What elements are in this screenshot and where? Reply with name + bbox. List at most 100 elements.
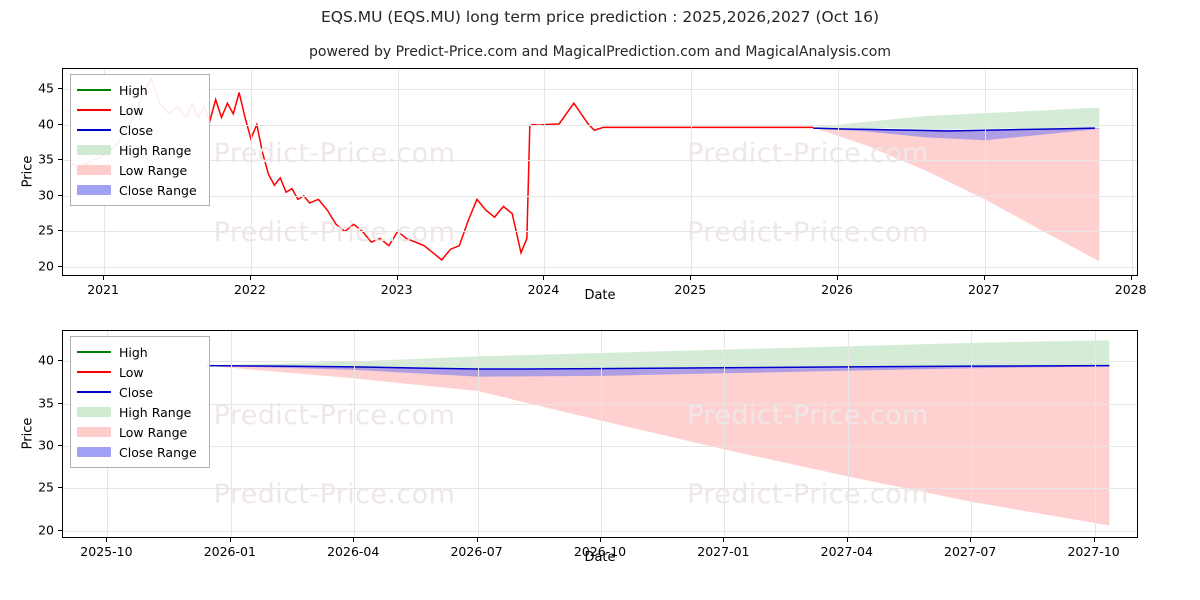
legend-item: Close Range [77,180,202,200]
legend-item: Close Range [77,442,202,462]
legend-line-swatch [77,84,111,96]
gridline [63,124,1137,126]
legend-item: Close [77,120,202,140]
gridline [63,403,1137,405]
gridline [354,331,356,537]
legend-line-swatch [77,386,111,398]
band-high-range [813,107,1100,129]
gridline [847,331,849,537]
y-tick-label: 45 [38,80,54,96]
x-tick-label: 2027-07 [944,544,997,559]
y-tick-mark [58,360,62,362]
gridline [544,69,546,275]
x-tick-mark [476,538,478,542]
x-tick-label: 2027-04 [820,544,873,559]
gridline [63,160,1137,162]
legend-item: Close [77,382,202,402]
bottom-plot-area: Predict-Price.com Predict-Price.com Predic… [62,330,1138,538]
legend-line-swatch [77,104,111,116]
x-tick-label: 2025 [674,282,707,297]
x-tick-mark [249,276,251,280]
y-tick-mark [58,194,62,196]
x-tick-mark [103,276,105,280]
series-close [206,364,1110,370]
series-close [813,127,1095,132]
legend-item: Low Range [77,160,202,180]
legend-item: High Range [77,402,202,422]
bottom-legend: High Low Close High Range Low Range Close Ran… [70,336,210,468]
y-tick-mark [58,444,62,446]
y-tick-mark [58,266,62,268]
top-chart-panel: Predict-Price.com Predict-Price.com Predic… [0,60,1200,310]
x-tick-label: 2026-07 [450,544,503,559]
legend-item-label: Close Range [119,182,197,198]
band-high-range [206,340,1110,369]
legend-patch-swatch [77,426,111,438]
y-tick-label: 40 [38,116,54,132]
legend-patch-swatch [77,446,111,458]
x-tick-mark [396,276,398,280]
bottom-y-axis-label: Price [20,417,36,450]
x-tick-mark [723,538,725,542]
gridline [63,195,1137,197]
legend-line-swatch [77,366,111,378]
x-tick-mark [983,276,985,280]
y-tick-mark [58,87,62,89]
x-tick-label: 2026-01 [203,544,256,559]
band-low-range [206,365,1110,526]
band-low-range [813,127,1100,262]
y-tick-label: 25 [38,222,54,238]
bottom-chart-panel: Predict-Price.com Predict-Price.com Predic… [0,322,1200,600]
gridline [63,88,1137,90]
legend-patch-swatch [77,406,111,418]
x-tick-mark [106,538,108,542]
gridline [63,361,1137,363]
x-tick-label: 2026 [821,282,853,297]
x-tick-mark [846,538,848,542]
y-tick-mark [58,159,62,161]
legend-item-label: Low [119,102,144,118]
gridline [63,530,1137,532]
y-tick-label: 25 [38,479,54,495]
x-tick-mark [970,538,972,542]
legend-item-label: Low Range [119,162,188,178]
legend-item-label: High [119,82,148,98]
band-close-range [813,128,1100,141]
x-tick-label: 2027-10 [1067,544,1120,559]
x-tick-label: 2025-10 [80,544,133,559]
page-subtitle: powered by Predict-Price.com and Magical… [309,44,891,60]
legend-item: High Range [77,140,202,160]
gridline [250,69,252,275]
gridline [971,331,973,537]
gridline [691,69,693,275]
x-tick-label: 2024 [527,282,560,297]
legend-line-swatch [77,124,111,136]
legend-patch-swatch [77,144,111,156]
x-tick-label: 2021 [87,282,119,297]
x-tick-label: 2027 [967,282,1000,297]
gridline [984,69,986,275]
top-x-axis-label: Date [584,288,616,303]
gridline [477,331,479,537]
legend-item-label: Close [119,384,154,400]
x-tick-mark [600,538,601,542]
y-tick-label: 40 [38,352,54,368]
y-tick-label: 30 [38,187,54,203]
gridline [63,231,1137,233]
top-y-axis-label: Price [20,155,36,188]
y-tick-label: 30 [38,437,54,453]
legend-item: Low [77,100,202,120]
legend-item-label: Close Range [119,444,197,460]
legend-item-label: High Range [119,404,192,420]
top-plot-svg [71,76,1100,262]
gridline [397,69,399,275]
gridline [63,267,1137,269]
gridline [63,488,1137,490]
x-tick-label: 2027-01 [697,544,750,559]
gridline [838,69,840,275]
y-tick-label: 35 [38,395,54,411]
x-tick-label: 2026-04 [327,544,380,559]
x-tick-mark [543,276,545,280]
gridline [601,331,602,537]
